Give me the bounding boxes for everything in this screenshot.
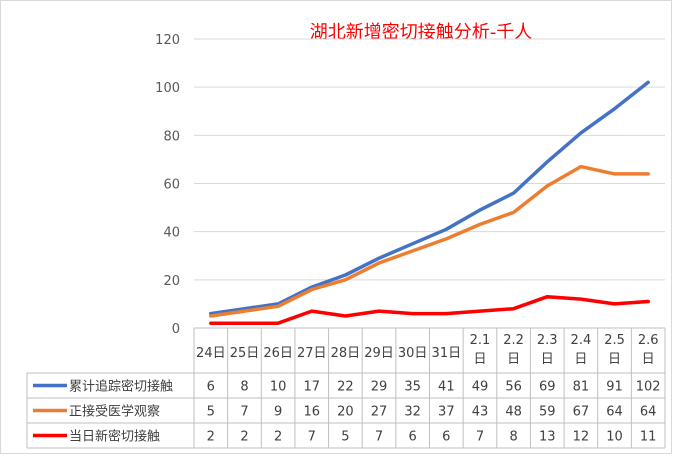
series-line-2 bbox=[209, 164, 650, 318]
y-tick-label: 100 bbox=[155, 81, 180, 96]
x-category-label: 日 bbox=[574, 352, 587, 367]
x-category-label: 27日 bbox=[297, 346, 327, 361]
x-category-label: 29日 bbox=[364, 346, 394, 361]
data-value-label: 22 bbox=[337, 380, 354, 395]
data-value-label: 7 bbox=[308, 430, 316, 445]
x-category-label: 26日 bbox=[263, 346, 293, 361]
data-value-label: 10 bbox=[270, 380, 287, 395]
data-value-label: 6 bbox=[207, 380, 215, 395]
data-value-label: 9 bbox=[274, 405, 282, 420]
y-tick-label: 0 bbox=[172, 322, 180, 337]
data-value-label: 49 bbox=[472, 380, 489, 395]
x-category-label: 2.4 bbox=[571, 333, 592, 348]
series-name: 累计追踪密切接触 bbox=[69, 379, 173, 395]
data-value-label: 37 bbox=[438, 405, 455, 420]
x-category-label: 2.3 bbox=[537, 333, 558, 348]
data-value-label: 32 bbox=[404, 405, 421, 420]
data-value-label: 27 bbox=[371, 405, 388, 420]
data-value-label: 69 bbox=[539, 380, 556, 395]
data-value-label: 5 bbox=[207, 405, 215, 420]
data-value-label: 11 bbox=[640, 430, 657, 445]
data-value-label: 91 bbox=[606, 380, 623, 395]
data-value-label: 17 bbox=[303, 380, 320, 395]
data-value-label: 2 bbox=[240, 430, 248, 445]
data-value-label: 8 bbox=[509, 430, 517, 445]
y-tick-label: 60 bbox=[163, 178, 180, 193]
data-value-label: 64 bbox=[640, 405, 657, 420]
data-value-label: 8 bbox=[240, 380, 248, 395]
data-value-label: 43 bbox=[472, 405, 489, 420]
data-value-label: 10 bbox=[606, 430, 623, 445]
data-value-label: 7 bbox=[476, 430, 484, 445]
y-tick-label: 80 bbox=[163, 129, 180, 144]
series-line-1 bbox=[209, 80, 650, 316]
data-value-label: 6 bbox=[409, 430, 417, 445]
grid-lines bbox=[194, 38, 665, 329]
data-value-label: 81 bbox=[573, 380, 590, 395]
data-value-label: 102 bbox=[636, 380, 661, 395]
series-lines bbox=[209, 80, 650, 325]
data-value-label: 67 bbox=[573, 405, 590, 420]
x-category-label: 日 bbox=[642, 352, 655, 367]
y-axis-ticks: 0 20 40 60 80 100 120 bbox=[155, 33, 180, 337]
x-category-label: 2.2 bbox=[503, 333, 524, 348]
data-value-label: 6 bbox=[442, 430, 450, 445]
data-value-label: 41 bbox=[438, 380, 455, 395]
data-table: 24日 25日 26日 27日 28日 29日 30日 31日2.1日2.2日2.3日2.4日… bbox=[26, 327, 666, 449]
data-value-label: 35 bbox=[404, 380, 421, 395]
x-category-label: 2.1 bbox=[470, 333, 491, 348]
y-tick-label: 40 bbox=[163, 226, 180, 241]
series-line-3 bbox=[209, 294, 650, 325]
x-category-label: 2.6 bbox=[638, 333, 659, 348]
x-category-label: 日 bbox=[608, 352, 621, 367]
data-value-label: 5 bbox=[341, 430, 349, 445]
series-name: 当日新密切接触 bbox=[69, 429, 160, 445]
x-category-label: 25日 bbox=[230, 346, 260, 361]
x-category-label: 31日 bbox=[432, 346, 462, 361]
data-value-label: 20 bbox=[337, 405, 354, 420]
data-value-label: 12 bbox=[573, 430, 590, 445]
chart-title: 湖北新增密切接触分析-千人 bbox=[310, 22, 533, 43]
data-value-label: 7 bbox=[240, 405, 248, 420]
data-value-label: 59 bbox=[539, 405, 556, 420]
data-value-label: 29 bbox=[371, 380, 388, 395]
data-value-label: 13 bbox=[539, 430, 556, 445]
data-value-label: 2 bbox=[207, 430, 215, 445]
data-value-label: 2 bbox=[274, 430, 282, 445]
x-category-label: 日 bbox=[473, 352, 486, 367]
x-category-label: 28日 bbox=[331, 346, 361, 361]
series-name: 正接受医学观察 bbox=[69, 404, 160, 420]
data-value-label: 48 bbox=[505, 405, 522, 420]
x-category-label: 日 bbox=[541, 352, 554, 367]
x-category-label: 30日 bbox=[398, 346, 428, 361]
x-category-label: 24日 bbox=[196, 346, 226, 361]
data-value-label: 64 bbox=[606, 405, 623, 420]
x-category-label: 2.5 bbox=[604, 333, 625, 348]
data-value-label: 7 bbox=[375, 430, 383, 445]
data-value-label: 16 bbox=[303, 405, 320, 420]
y-tick-label: 120 bbox=[155, 33, 180, 48]
data-value-label: 56 bbox=[505, 380, 522, 395]
y-tick-label: 20 bbox=[163, 274, 180, 289]
x-category-label: 日 bbox=[507, 352, 520, 367]
